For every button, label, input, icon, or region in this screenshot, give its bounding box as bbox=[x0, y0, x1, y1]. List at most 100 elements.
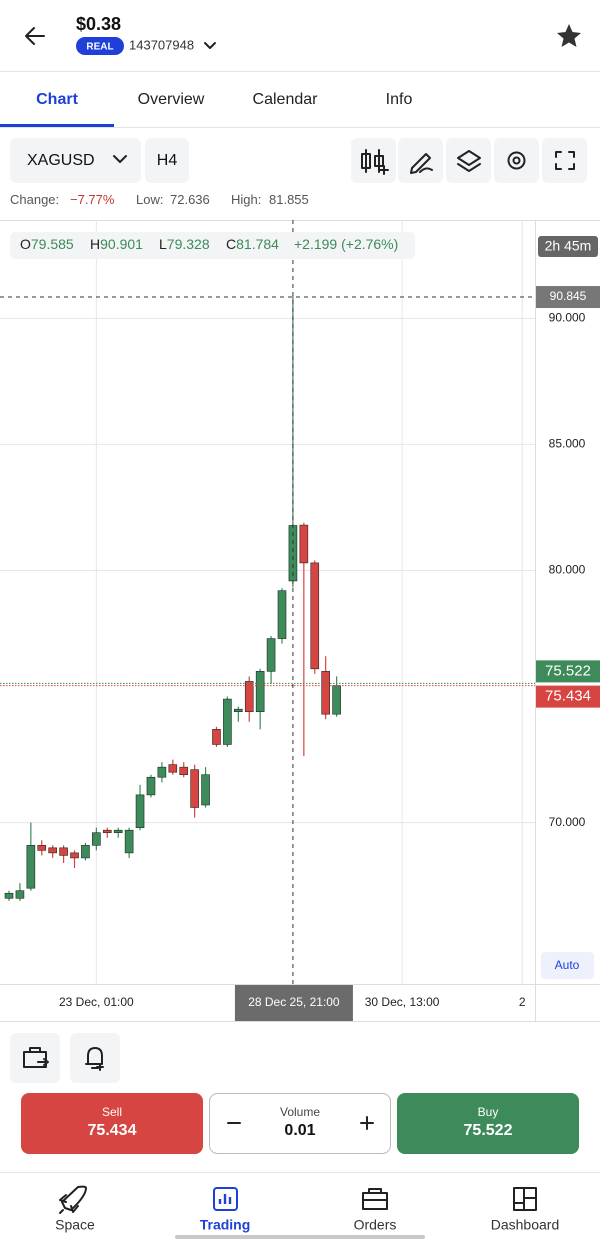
candle-body bbox=[223, 698, 232, 745]
candle-body bbox=[190, 769, 199, 808]
candle-body bbox=[332, 685, 341, 715]
ask-price-box bbox=[536, 660, 600, 683]
crosshair-price: 90.845 bbox=[550, 289, 587, 303]
tab[interactable]: Info bbox=[386, 91, 413, 108]
countdown: 2h 45m bbox=[545, 238, 592, 254]
y-tick-label: 85.000 bbox=[549, 437, 586, 451]
volume-label: Volume bbox=[280, 1105, 320, 1119]
symbol: XAGUSD bbox=[27, 152, 95, 169]
timeframe: H4 bbox=[157, 152, 178, 169]
ask-price: 75.522 bbox=[545, 662, 591, 679]
bid-price-box bbox=[536, 685, 600, 708]
nav-item[interactable]: Orders bbox=[354, 1217, 397, 1233]
y-tick-label: 70.000 bbox=[549, 815, 586, 829]
candle-body bbox=[310, 562, 320, 670]
nav-item[interactable]: Trading bbox=[200, 1217, 251, 1233]
tab[interactable]: Calendar bbox=[253, 91, 319, 108]
volume-plus[interactable] bbox=[360, 1116, 374, 1130]
alert-button[interactable] bbox=[70, 1033, 120, 1083]
plot bbox=[0, 220, 535, 984]
candle-body bbox=[321, 671, 330, 715]
candle-body bbox=[124, 829, 134, 854]
account-chevron[interactable] bbox=[204, 42, 216, 49]
sell-price: 75.434 bbox=[88, 1122, 137, 1139]
candle-body bbox=[299, 524, 309, 564]
ohlc-label: L bbox=[159, 236, 167, 252]
settings-icon bbox=[512, 156, 521, 165]
stat-high: 81.855 bbox=[269, 192, 309, 207]
ohlc-value: 81.784 bbox=[236, 236, 279, 252]
candle-body bbox=[201, 774, 210, 806]
stat-label: High: bbox=[231, 192, 261, 207]
ohlc-readout bbox=[10, 232, 415, 259]
positions-icon bbox=[23, 1047, 49, 1068]
y-tick-label: 90.000 bbox=[549, 311, 586, 325]
account-badge bbox=[76, 37, 124, 55]
home-indicator bbox=[175, 1235, 425, 1239]
positions-button[interactable] bbox=[10, 1033, 60, 1083]
bid-price: 75.434 bbox=[545, 688, 591, 705]
ohlc-value: 79.585 bbox=[31, 236, 74, 252]
nav-icon bbox=[513, 1187, 537, 1211]
settings-button[interactable] bbox=[494, 138, 539, 183]
sell-button[interactable] bbox=[21, 1093, 203, 1154]
candle-body bbox=[277, 590, 287, 639]
nav-item[interactable]: Space bbox=[55, 1217, 95, 1233]
y-tick-label: 80.000 bbox=[549, 563, 586, 577]
favorite-star[interactable] bbox=[557, 24, 581, 47]
candle-body bbox=[168, 764, 178, 773]
candle-body bbox=[4, 892, 14, 899]
candle-body bbox=[37, 845, 47, 851]
layers-button[interactable] bbox=[446, 138, 491, 183]
candle-body bbox=[234, 708, 243, 712]
tab[interactable]: Overview bbox=[138, 91, 205, 108]
candle-body bbox=[212, 729, 221, 745]
stats: Change: −7.77% Low: 72.636 High: 81.855 bbox=[10, 192, 309, 207]
account-id[interactable]: 143707948 bbox=[129, 37, 194, 52]
chart-type-icon bbox=[361, 149, 389, 175]
buy-button[interactable] bbox=[397, 1093, 579, 1154]
buy-price: 75.522 bbox=[464, 1122, 513, 1139]
countdown-box bbox=[538, 236, 598, 257]
stat-low: 72.636 bbox=[170, 192, 210, 207]
symbol-selector[interactable] bbox=[10, 138, 141, 183]
x-tick-label: 23 Dec, 01:00 bbox=[59, 995, 134, 1009]
x-tick-label: 30 Dec, 13:00 bbox=[365, 995, 440, 1009]
tab-indicator bbox=[0, 124, 114, 127]
crosshair-date-box bbox=[234, 985, 353, 1021]
tab[interactable]: Chart bbox=[36, 91, 78, 108]
candle-body bbox=[70, 852, 79, 859]
candle-body bbox=[179, 766, 189, 776]
timeframe-selector[interactable] bbox=[145, 138, 189, 183]
crosshair-date: 28 Dec 25, 21:00 bbox=[248, 995, 340, 1009]
sell-label: Sell bbox=[102, 1105, 122, 1119]
draw-icon bbox=[410, 153, 433, 174]
candle-body bbox=[81, 845, 90, 859]
candle-body bbox=[135, 794, 145, 828]
ohlc-value: 79.328 bbox=[167, 236, 210, 252]
ohlc-value: 90.901 bbox=[100, 236, 143, 252]
nav-item[interactable]: Dashboard bbox=[491, 1217, 560, 1233]
candle-body bbox=[92, 832, 101, 846]
candle-body bbox=[244, 681, 254, 712]
stat-label: Change: bbox=[10, 192, 59, 207]
candle-body bbox=[15, 890, 25, 899]
candle-body bbox=[255, 671, 265, 712]
volume-value[interactable]: 0.01 bbox=[284, 1122, 315, 1139]
chart-type-button[interactable] bbox=[351, 138, 396, 183]
alert-icon bbox=[85, 1047, 104, 1071]
nav-icon bbox=[59, 1185, 87, 1214]
fullscreen-button[interactable] bbox=[542, 138, 587, 183]
ohlc-change: +2.199 (+2.76%) bbox=[294, 236, 398, 252]
layers-icon bbox=[457, 150, 481, 172]
back-button[interactable] bbox=[25, 27, 45, 45]
ohlc-label: H bbox=[90, 236, 100, 252]
candle-body bbox=[59, 847, 68, 856]
ohlc-label: O bbox=[20, 236, 31, 252]
account-type: REAL bbox=[86, 42, 113, 53]
auto-label: Auto bbox=[555, 958, 580, 972]
stat-label: Low: bbox=[136, 192, 163, 207]
auto-button[interactable] bbox=[541, 952, 594, 979]
